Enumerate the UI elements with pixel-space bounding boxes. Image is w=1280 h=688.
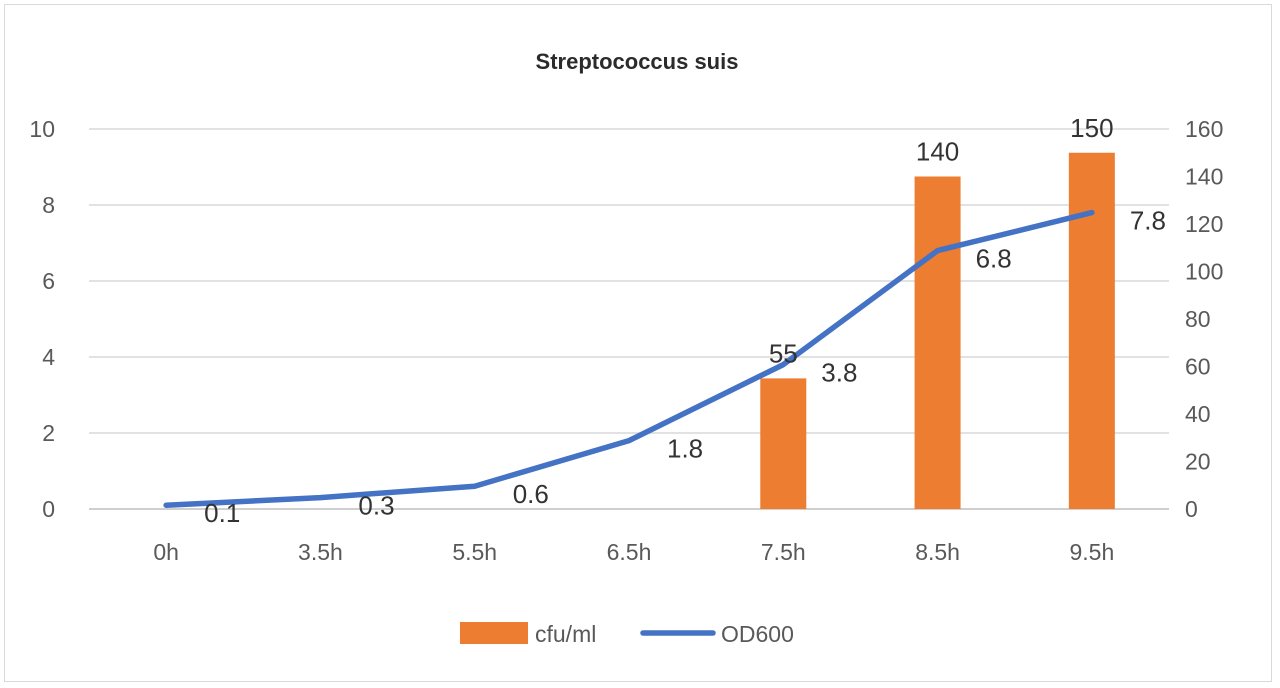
bar-data-label: 55	[769, 338, 798, 368]
left-tick-label: 4	[42, 344, 55, 370]
x-axis-ticks: 0h 3.5h 5.5h 6.5h 7.5h 8.5h 9.5h	[153, 539, 1114, 565]
line-data-label: 0.1	[204, 498, 240, 528]
left-tick-label: 6	[42, 268, 55, 294]
line-data-label: 1.8	[667, 434, 703, 464]
x-tick-label: 0h	[153, 539, 179, 565]
line-data-label: 0.3	[358, 491, 394, 521]
left-tick-label: 2	[42, 420, 55, 446]
bar-data-label: 150	[1070, 113, 1113, 143]
bar-series	[760, 152, 1115, 509]
left-axis-ticks: 0 2 4 6 8 10	[29, 116, 55, 522]
line-data-label: 0.6	[513, 479, 549, 509]
bar	[760, 378, 807, 509]
right-axis-ticks: 0 20 40 60 80 100 120 140 160	[1185, 116, 1223, 522]
right-tick-label: 100	[1185, 259, 1223, 285]
right-tick-label: 80	[1185, 306, 1211, 332]
bar	[914, 176, 961, 509]
right-tick-label: 140	[1185, 164, 1223, 190]
data-labels: 55 140 150 0.1 0.3 0.6 1.8 3.8 6.8 7.8	[204, 113, 1166, 528]
right-tick-label: 0	[1185, 496, 1198, 522]
x-tick-label: 3.5h	[298, 539, 343, 565]
chart: Streptococcus suis 0 2 4 6 8 10 0 20 40 60 80 100 1…	[29, 49, 1223, 647]
right-tick-label: 120	[1185, 211, 1223, 237]
line-data-label: 3.8	[821, 358, 857, 388]
bar	[1068, 152, 1115, 509]
left-tick-label: 10	[29, 116, 55, 142]
line-data-label: 6.8	[976, 244, 1012, 274]
legend-label-cfu: cfu/ml	[535, 621, 596, 647]
x-tick-label: 9.5h	[1069, 539, 1114, 565]
x-tick-label: 8.5h	[915, 539, 960, 565]
right-tick-label: 160	[1185, 116, 1223, 142]
legend-label-od600: OD600	[721, 621, 794, 647]
chart-frame: Streptococcus suis 0 2 4 6 8 10 0 20 40 60 80 100 1…	[4, 4, 1272, 682]
legend-swatch-cfu	[460, 622, 528, 644]
line-series	[163, 209, 1095, 508]
right-tick-label: 40	[1185, 401, 1211, 427]
bar-data-label: 140	[916, 137, 959, 167]
chart-title: Streptococcus suis	[536, 49, 739, 74]
right-tick-label: 60	[1185, 354, 1211, 380]
x-tick-label: 6.5h	[607, 539, 652, 565]
line-data-label: 7.8	[1130, 206, 1166, 236]
x-tick-label: 5.5h	[452, 539, 497, 565]
right-tick-label: 20	[1185, 449, 1211, 475]
left-tick-label: 0	[42, 496, 55, 522]
left-tick-label: 8	[42, 192, 55, 218]
gridlines	[89, 128, 1169, 510]
legend: cfu/ml OD600	[460, 621, 794, 647]
x-tick-label: 7.5h	[761, 539, 806, 565]
